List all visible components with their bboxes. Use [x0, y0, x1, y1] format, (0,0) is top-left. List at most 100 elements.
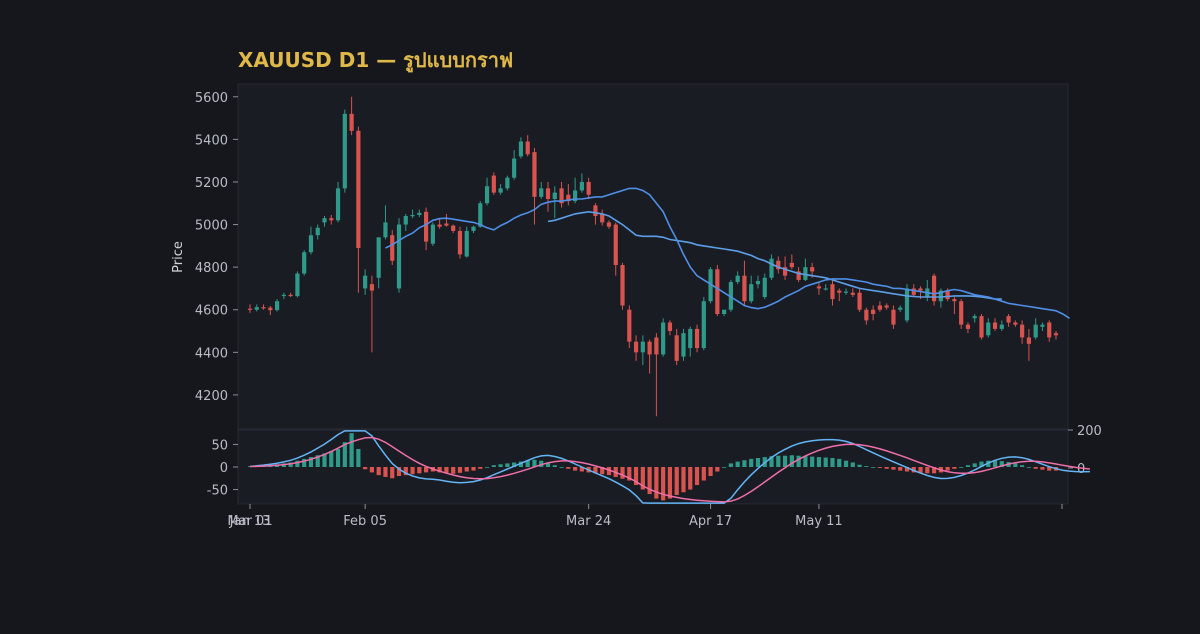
macd-bar: [505, 463, 510, 467]
candle-body: [424, 211, 429, 242]
macd-tick-label: 50: [211, 438, 228, 453]
candle-body: [376, 237, 381, 278]
y-tick-label: 4400: [195, 346, 228, 361]
candle-body: [464, 230, 469, 257]
candle-body: [288, 294, 293, 297]
macd-bar: [823, 457, 828, 467]
macd-bar: [715, 467, 720, 472]
y-tick-label: 5400: [195, 133, 228, 148]
candle-body: [627, 309, 632, 342]
macd-bar: [539, 460, 544, 467]
macd-bar: [335, 448, 341, 467]
candle-body: [803, 267, 808, 280]
candle-body: [1026, 337, 1032, 344]
candle-body: [518, 141, 524, 157]
candle-body: [302, 252, 307, 274]
macd-bar: [573, 467, 578, 471]
candle-body: [573, 190, 578, 202]
ma-slow-line: [547, 210, 1002, 300]
macd-bar: [342, 442, 347, 467]
candle-body: [762, 277, 767, 297]
candle-body: [776, 260, 781, 270]
candle-body: [247, 308, 253, 310]
ma-fast-line: [385, 187, 1070, 319]
candle-body: [410, 214, 415, 217]
macd-bar: [633, 467, 639, 486]
macd-bar: [451, 467, 456, 474]
macd-bar: [464, 467, 469, 472]
candle-body: [647, 341, 652, 355]
macd-bar: [363, 467, 368, 470]
macd-bar: [315, 455, 320, 467]
macd-bar: [491, 465, 496, 467]
macd-bar: [444, 467, 449, 474]
x-tick-label: Apr 17: [689, 514, 732, 529]
macd-panel: [237, 429, 1069, 505]
macd-bar: [931, 467, 937, 474]
macd-bar: [545, 462, 551, 467]
candle-body: [322, 218, 327, 223]
candle-body: [857, 292, 862, 310]
candle-body: [261, 307, 266, 309]
macd-bar: [288, 462, 293, 467]
macd-bar: [627, 467, 632, 481]
macd-bar: [383, 467, 388, 477]
candle-body: [1013, 322, 1018, 325]
macd-bar: [776, 455, 781, 467]
macd-bar: [390, 467, 395, 479]
candle-body: [911, 288, 916, 295]
macd-bar: [376, 467, 381, 476]
macd-bar: [457, 467, 463, 473]
x-tick-label: May 11: [795, 514, 843, 529]
macd-right-tick-label: 200: [1077, 424, 1102, 439]
macd-bar: [403, 467, 408, 476]
candle-body: [715, 269, 720, 314]
candle-body: [789, 262, 794, 268]
candle-body: [633, 341, 639, 353]
macd-bar: [850, 462, 855, 467]
candles-layer: [247, 96, 1059, 417]
candle-body: [1006, 316, 1011, 323]
macd-bar: [884, 467, 889, 469]
macd-bar: [694, 467, 700, 486]
candle-body: [1020, 324, 1025, 338]
candle-body: [600, 213, 605, 223]
macd-bar: [898, 467, 903, 471]
candle-body: [363, 275, 368, 289]
macd-bar: [979, 461, 984, 467]
candle-body: [335, 188, 341, 221]
candle-body: [498, 188, 503, 193]
macd-bar: [769, 456, 774, 467]
candle-body: [586, 181, 591, 195]
candle-body: [484, 186, 490, 204]
macd-bar: [871, 467, 876, 468]
candle-body: [606, 222, 612, 227]
candle-body: [403, 216, 408, 225]
candle-body: [491, 175, 496, 193]
macd-bar: [918, 467, 923, 473]
macd-bar: [803, 456, 808, 467]
candle-body: [681, 333, 686, 357]
candle-body: [979, 316, 984, 338]
candle-body: [728, 282, 733, 310]
macd-bar: [518, 461, 524, 467]
macd-tick-label: 0: [220, 461, 228, 476]
macd-bar: [945, 467, 950, 471]
macd-bar: [606, 467, 612, 476]
macd-bar: [749, 458, 754, 467]
macd-bar: [579, 467, 584, 472]
macd-bar: [1013, 463, 1018, 467]
candle-body: [816, 286, 822, 289]
macd-bar: [722, 467, 727, 468]
macd-bar: [1026, 467, 1032, 468]
macd-bar: [247, 466, 253, 467]
macd-bar: [654, 467, 659, 499]
macd-tick-label: -50: [207, 484, 228, 499]
candle-body: [315, 227, 320, 236]
candle-body: [722, 309, 727, 314]
macd-bar: [755, 457, 761, 467]
macd-bar: [830, 457, 835, 467]
candle-body: [281, 294, 286, 297]
candle-body: [850, 292, 855, 295]
